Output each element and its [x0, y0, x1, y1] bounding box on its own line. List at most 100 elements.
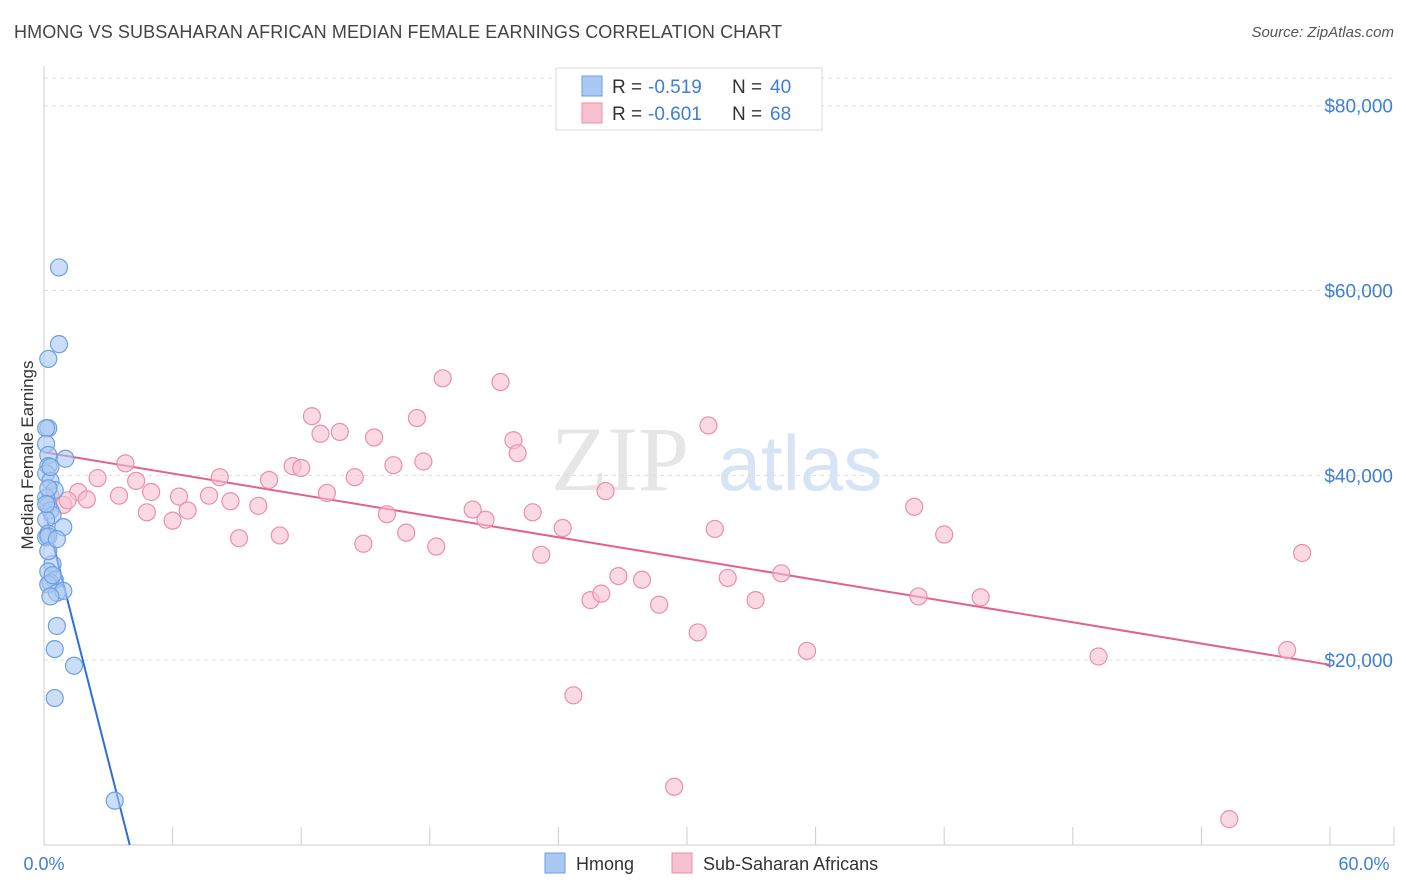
point-subsaharan: [688, 623, 707, 642]
point-subsaharan: [58, 491, 77, 510]
point-subsaharan: [292, 458, 311, 478]
point-subsaharan: [317, 483, 337, 503]
trend-line-subsaharan: [43, 451, 1331, 666]
point-subsaharan: [553, 518, 572, 538]
point-subsaharan: [345, 468, 364, 487]
point-hmong: [41, 457, 60, 477]
point-hmong: [105, 791, 124, 810]
point-subsaharan: [476, 510, 495, 529]
legend-swatch-subsaharan: [581, 102, 603, 124]
point-subsaharan: [270, 526, 289, 545]
point-subsaharan: [632, 570, 652, 589]
point-subsaharan: [1089, 647, 1108, 666]
point-subsaharan: [592, 584, 611, 603]
point-hmong: [45, 639, 64, 659]
legend-n-label-subsaharan: N =: [732, 104, 762, 125]
point-hmong: [37, 494, 56, 514]
point-subsaharan: [77, 490, 96, 509]
point-subsaharan: [199, 486, 219, 505]
point-subsaharan: [609, 566, 628, 586]
point-subsaharan: [311, 424, 330, 443]
point-subsaharan: [523, 503, 542, 522]
point-subsaharan: [397, 523, 416, 542]
point-subsaharan: [178, 501, 197, 520]
point-subsaharan: [491, 372, 510, 392]
point-subsaharan: [596, 481, 615, 501]
point-subsaharan: [665, 777, 684, 796]
point-hmong: [39, 349, 58, 369]
point-subsaharan: [427, 537, 446, 556]
point-subsaharan: [377, 505, 397, 524]
x-tick-label: 60.0%: [1338, 854, 1389, 874]
point-subsaharan: [384, 456, 403, 475]
point-subsaharan: [905, 497, 924, 516]
bottom-legend-swatch-hmong: [544, 852, 566, 874]
point-subsaharan: [249, 496, 268, 515]
point-hmong: [64, 656, 84, 675]
point-subsaharan: [407, 408, 427, 428]
point-subsaharan: [909, 587, 928, 606]
point-subsaharan: [650, 595, 669, 614]
point-subsaharan: [169, 487, 189, 506]
bottom-legend-label-subsaharan: Sub-Saharan Africans: [703, 854, 878, 874]
point-subsaharan: [772, 564, 791, 583]
point-subsaharan: [433, 369, 452, 388]
bottom-legend-swatch-subsaharan: [671, 852, 693, 874]
point-subsaharan: [797, 641, 817, 661]
point-hmong: [49, 335, 69, 354]
y-axis-label: Median Female Earnings: [18, 361, 37, 550]
source-label: Source: ZipAtlas.com: [1251, 24, 1394, 41]
y-tick-label: $40,000: [1324, 466, 1393, 487]
legend-n-label-hmong: N =: [732, 77, 762, 98]
point-subsaharan: [971, 588, 990, 607]
point-hmong: [47, 530, 66, 549]
point-hmong: [43, 566, 62, 585]
point-subsaharan: [330, 422, 349, 442]
point-hmong: [39, 479, 58, 498]
bottom-legend-label-hmong: Hmong: [576, 854, 634, 874]
point-subsaharan: [935, 525, 954, 544]
point-subsaharan: [1293, 543, 1312, 563]
point-hmong: [47, 616, 66, 636]
point-subsaharan: [229, 529, 249, 548]
x-tick-label: 0.0%: [23, 854, 64, 874]
legend-r-value-subsaharan: -0.601: [648, 104, 702, 125]
point-subsaharan: [88, 469, 107, 488]
point-subsaharan: [259, 470, 279, 490]
point-subsaharan: [137, 503, 156, 522]
point-subsaharan: [414, 452, 433, 471]
point-subsaharan: [718, 568, 737, 588]
legend-n-value-hmong: 40: [770, 77, 791, 98]
point-subsaharan: [532, 545, 551, 564]
legend-swatch-hmong: [581, 75, 603, 97]
point-subsaharan: [302, 407, 322, 426]
point-subsaharan: [508, 444, 527, 463]
point-hmong: [49, 258, 69, 277]
point-hmong: [41, 587, 60, 606]
watermark-atlas: atlas: [718, 419, 883, 507]
legend-r-label-subsaharan: R =: [612, 104, 642, 125]
point-hmong: [45, 688, 64, 708]
point-subsaharan: [354, 534, 373, 553]
point-subsaharan: [210, 468, 229, 487]
point-hmong: [56, 449, 75, 468]
point-subsaharan: [163, 511, 182, 530]
y-tick-label: $20,000: [1324, 651, 1393, 672]
y-tick-label: $80,000: [1324, 97, 1393, 118]
point-subsaharan: [142, 482, 161, 502]
chart-title: HMONG VS SUBSAHARAN AFRICAN MEDIAN FEMAL…: [14, 22, 783, 42]
point-subsaharan: [705, 519, 724, 539]
point-subsaharan: [564, 686, 583, 705]
point-subsaharan: [364, 428, 384, 447]
point-subsaharan: [463, 500, 482, 519]
watermark-zip: ZIP: [551, 408, 689, 510]
point-subsaharan: [1220, 810, 1239, 829]
point-subsaharan: [746, 591, 765, 610]
point-subsaharan: [221, 492, 240, 511]
legend-n-value-subsaharan: 68: [770, 104, 791, 125]
legend-box: R = -0.519 N = 40 R = -0.601 N = 68: [555, 67, 823, 131]
point-subsaharan: [127, 471, 146, 491]
point-hmong: [37, 419, 56, 438]
y-tick-label: $60,000: [1324, 282, 1393, 303]
